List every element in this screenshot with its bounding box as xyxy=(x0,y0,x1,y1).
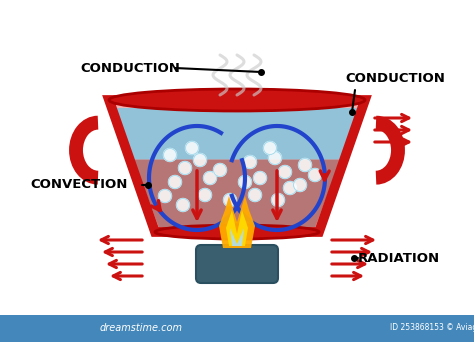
Text: CONDUCTION: CONDUCTION xyxy=(80,62,180,75)
Circle shape xyxy=(158,189,172,202)
Ellipse shape xyxy=(155,225,319,239)
Text: dreamstime.com: dreamstime.com xyxy=(100,323,183,333)
Ellipse shape xyxy=(109,89,365,111)
Circle shape xyxy=(272,194,284,207)
Circle shape xyxy=(279,166,292,179)
Circle shape xyxy=(199,188,211,201)
Bar xyxy=(0,315,474,342)
Polygon shape xyxy=(219,196,255,248)
Circle shape xyxy=(179,161,191,174)
Circle shape xyxy=(164,148,176,161)
Circle shape xyxy=(185,142,199,155)
Circle shape xyxy=(309,169,321,182)
Circle shape xyxy=(213,163,227,176)
Polygon shape xyxy=(109,100,365,232)
FancyBboxPatch shape xyxy=(196,245,278,283)
Circle shape xyxy=(268,152,282,165)
Circle shape xyxy=(248,188,262,201)
Circle shape xyxy=(238,175,252,188)
Text: CONVECTION: CONVECTION xyxy=(30,179,128,192)
Circle shape xyxy=(168,175,182,188)
Circle shape xyxy=(193,154,207,167)
Polygon shape xyxy=(226,210,248,246)
Circle shape xyxy=(264,142,276,155)
Circle shape xyxy=(244,156,256,169)
Text: ID 253868153 © Aviag7: ID 253868153 © Aviag7 xyxy=(390,324,474,332)
Circle shape xyxy=(203,171,217,184)
Text: CONDUCTION: CONDUCTION xyxy=(345,71,445,84)
Polygon shape xyxy=(113,108,361,159)
Circle shape xyxy=(299,158,311,171)
Text: RADIATION: RADIATION xyxy=(358,251,440,264)
Circle shape xyxy=(283,182,297,195)
Circle shape xyxy=(224,194,237,207)
Circle shape xyxy=(293,179,307,192)
Circle shape xyxy=(176,198,190,211)
Circle shape xyxy=(254,171,266,184)
Polygon shape xyxy=(230,228,244,246)
Polygon shape xyxy=(134,159,340,228)
